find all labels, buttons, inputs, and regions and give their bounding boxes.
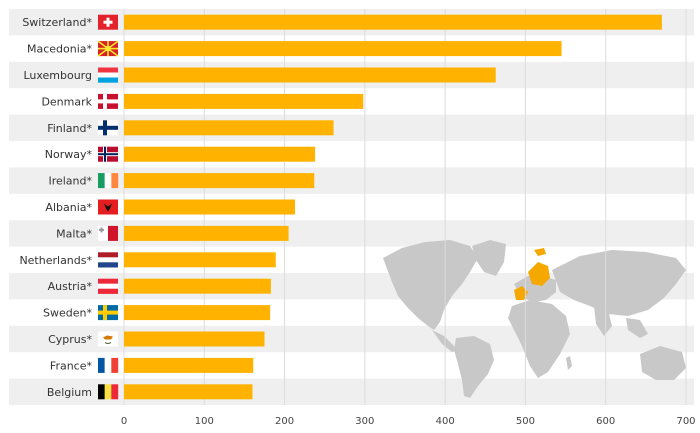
row-band: [9, 167, 694, 194]
category-label: Denmark: [41, 95, 92, 108]
row-band: [9, 114, 694, 141]
ireland-flag-icon: [98, 173, 119, 189]
category-label: Malta*: [56, 227, 92, 240]
india-shape: [594, 306, 612, 336]
bar: [124, 199, 296, 215]
western-europe-highlight: [514, 286, 528, 300]
x-tick-label: 100: [195, 416, 214, 427]
france-flag-icon: [98, 357, 119, 373]
greenland-shape: [472, 240, 506, 276]
belgium-flag-icon: [98, 384, 119, 400]
row-band: [9, 325, 694, 353]
norway-flag-icon: [98, 146, 118, 162]
south-america-shape: [454, 336, 494, 398]
luxembourg-flag-icon: [98, 67, 118, 83]
category-label: Netherlands*: [19, 254, 92, 267]
category-label: Macedonia*: [27, 43, 93, 56]
category-label: Sweden*: [43, 307, 92, 320]
austria-flag-icon: [98, 278, 118, 294]
bar: [124, 146, 316, 162]
bar: [124, 252, 276, 268]
denmark-flag-icon: [98, 93, 118, 109]
row-band: [9, 378, 694, 405]
x-tick-label: 200: [275, 416, 294, 427]
category-label: Switzerland*: [22, 16, 92, 29]
world-map: [383, 240, 686, 398]
bar: [124, 331, 265, 347]
category-labels: Switzerland* Macedonia* Luxembourg Denmark F…: [19, 16, 92, 399]
x-tick-label: 400: [436, 416, 455, 427]
x-tick-label: 600: [596, 416, 615, 427]
netherlands-flag-icon: [98, 252, 118, 268]
category-label: France*: [50, 359, 93, 372]
category-label: Luxembourg: [23, 69, 92, 82]
bar: [124, 278, 271, 294]
bar: [124, 173, 315, 189]
bar: [124, 305, 271, 321]
category-label: Finland*: [47, 122, 92, 135]
bars: [124, 14, 662, 400]
bar: [124, 14, 662, 30]
africa-shape: [508, 300, 570, 378]
flags: [97, 14, 119, 400]
category-label: Ireland*: [48, 175, 92, 188]
x-tick-label: 500: [516, 416, 535, 427]
bar: [124, 67, 496, 83]
bar: [124, 384, 253, 400]
bar: [124, 120, 334, 136]
albania-flag-icon: [98, 199, 118, 215]
australia-shape: [640, 346, 686, 380]
malta-flag-icon: [98, 225, 118, 241]
bar: [124, 225, 289, 241]
north-america-shape: [383, 240, 478, 330]
category-label: Austria*: [48, 280, 93, 293]
bar: [124, 357, 254, 373]
bar: [124, 41, 562, 57]
macedonia-flag-icon: [97, 40, 119, 57]
row-band: [9, 220, 694, 247]
iceland-highlight: [534, 248, 546, 256]
scandinavia-highlight: [528, 262, 550, 286]
switzerland-flag-icon: [98, 14, 118, 30]
asia-shape: [552, 250, 686, 316]
x-tick-label: 0: [121, 416, 127, 427]
x-tick-label: 700: [676, 416, 695, 427]
x-axis-ticks: 0 100 200 300 400 500 600 700: [121, 416, 696, 427]
category-label: Albania*: [45, 201, 92, 214]
madagascar-shape: [566, 356, 572, 370]
category-label: Belgium: [47, 386, 92, 399]
cyprus-flag-icon: [98, 331, 118, 347]
category-label: Cyprus*: [48, 333, 92, 346]
finland-flag-icon: [98, 120, 118, 136]
southeast-asia-shape: [626, 318, 648, 338]
x-tick-label: 300: [355, 416, 374, 427]
sweden-flag-icon: [98, 305, 118, 321]
category-label: Norway*: [45, 148, 93, 161]
bar: [124, 93, 364, 109]
